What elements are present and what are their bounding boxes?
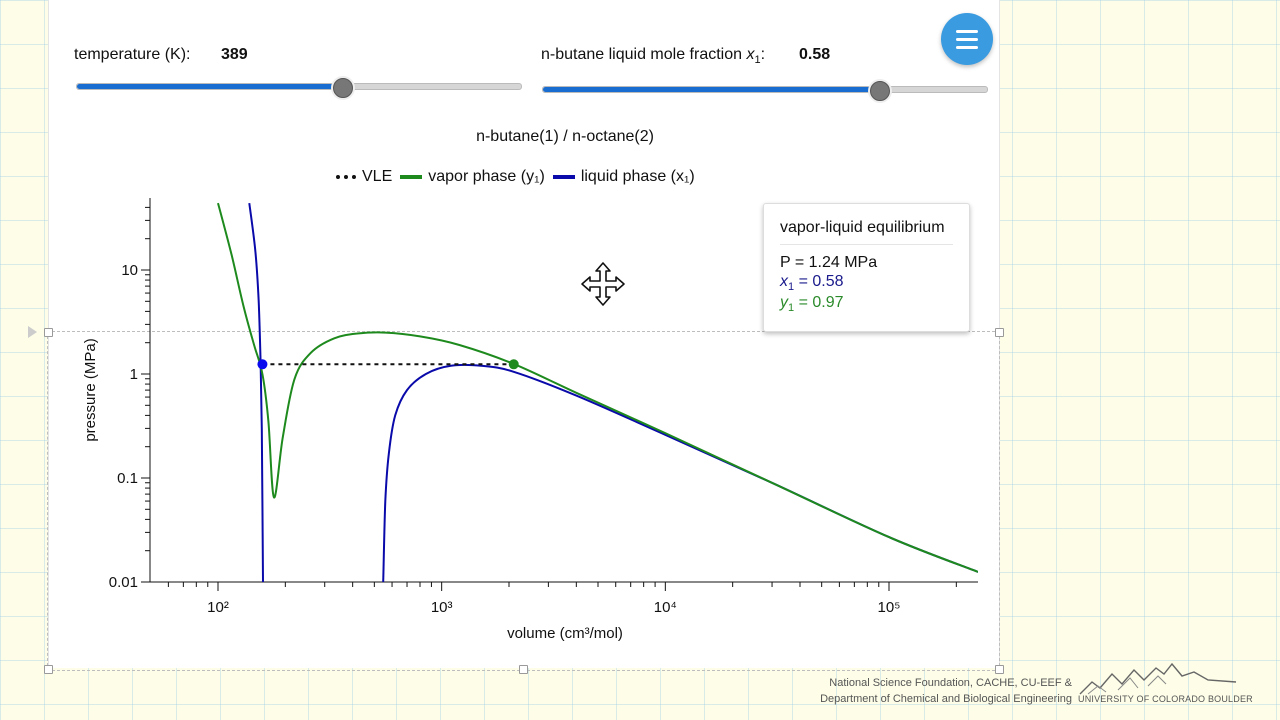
- resize-handle-bottom-left[interactable]: [44, 665, 53, 674]
- legend-item-vapor: vapor phase (y₁): [400, 168, 545, 186]
- mole-fraction-colon: :: [760, 46, 766, 63]
- resize-handle-bottom-right[interactable]: [995, 665, 1004, 674]
- temperature-slider-fill: [77, 84, 343, 89]
- vle-tooltip: vapor-liquid equilibrium P = 1.24 MPa x1…: [763, 203, 970, 332]
- footer-line-1: National Science Foundation, CACHE, CU-E…: [829, 677, 1072, 689]
- mole-fraction-slider[interactable]: [542, 86, 988, 93]
- hamburger-menu-icon: [956, 27, 978, 51]
- temperature-slider[interactable]: [76, 83, 522, 90]
- tooltip-x-symbol: x: [780, 273, 788, 290]
- mole-fraction-subscript: 1: [754, 54, 761, 67]
- resize-handle-right[interactable]: [995, 328, 1004, 337]
- legend-label-vapor: vapor phase (y₁): [428, 168, 545, 185]
- move-cursor-icon: [581, 262, 625, 306]
- mountains-logo: [1079, 662, 1237, 695]
- x-tick-label: 10²: [207, 599, 229, 616]
- y-tick-label: 1: [130, 366, 138, 383]
- mole-fraction-slider-fill: [543, 87, 881, 92]
- simulation-panel: [48, 0, 1000, 668]
- tooltip-liquid-fraction: x1 = 0.58: [780, 273, 844, 293]
- legend-label-liquid: liquid phase (x₁): [580, 168, 695, 185]
- legend-swatch-vapor: [400, 175, 423, 179]
- tooltip-title: vapor-liquid equilibrium: [780, 219, 945, 236]
- vapor-vle-point: [508, 359, 519, 370]
- liquid-vle-point: [257, 359, 268, 370]
- liquid-phase-curve: [248, 202, 264, 583]
- grip-icon: [28, 326, 37, 338]
- tooltip-x-value: = 0.58: [794, 273, 844, 290]
- tooltip-pressure: P = 1.24 MPa: [780, 254, 878, 271]
- tooltip-y-value: = 0.97: [794, 294, 844, 311]
- tooltip-y-subscript: 1: [788, 302, 795, 315]
- temperature-label: temperature (K):: [74, 46, 191, 63]
- temperature-value: 389: [221, 46, 248, 63]
- footer-line-2: Department of Chemical and Biological En…: [820, 693, 1072, 705]
- university-name: UNIVERSITY OF COLORADO BOULDER: [1078, 694, 1253, 704]
- legend-item-liquid: liquid phase (x₁): [552, 168, 695, 186]
- mole-fraction-label-text: n-butane liquid mole fraction: [541, 46, 747, 63]
- mole-fraction-slider-thumb[interactable]: [870, 81, 891, 101]
- chart-legend: VLE vapor phase (y₁) liquid phase (x₁): [336, 168, 703, 186]
- tooltip-vapor-fraction: y1 = 0.97: [780, 294, 844, 314]
- menu-button[interactable]: [941, 13, 993, 65]
- x-axis-label: volume (cm³/mol): [507, 625, 623, 642]
- tooltip-divider: [780, 244, 953, 245]
- y-tick-label: 10: [121, 262, 138, 279]
- x-tick-label: 10³: [431, 599, 453, 616]
- legend-swatch-vle: [336, 175, 356, 179]
- y-tick-label: 0.01: [109, 574, 138, 591]
- legend-item-vle: VLE: [336, 168, 392, 186]
- legend-swatch-liquid: [552, 175, 575, 179]
- tooltip-x-subscript: 1: [788, 281, 795, 294]
- tooltip-y-symbol: y: [780, 294, 788, 311]
- chart-title: n-butane(1) / n-octane(2): [476, 128, 654, 145]
- temperature-slider-thumb[interactable]: [332, 78, 353, 98]
- mole-fraction-value: 0.58: [799, 46, 831, 63]
- resize-handle-left[interactable]: [44, 328, 53, 337]
- x-tick-label: 10⁴: [654, 599, 677, 616]
- legend-label-vle: VLE: [362, 168, 393, 185]
- y-tick-label: 0.1: [117, 470, 138, 487]
- resize-handle-bottom-center[interactable]: [519, 665, 528, 674]
- mole-fraction-symbol: x: [746, 46, 755, 63]
- y-axis-label: pressure (MPa): [82, 338, 99, 441]
- mole-fraction-label: n-butane liquid mole fraction x1:: [541, 46, 765, 66]
- x-tick-label: 10⁵: [878, 599, 901, 616]
- liquid-phase-curve: [382, 363, 978, 583]
